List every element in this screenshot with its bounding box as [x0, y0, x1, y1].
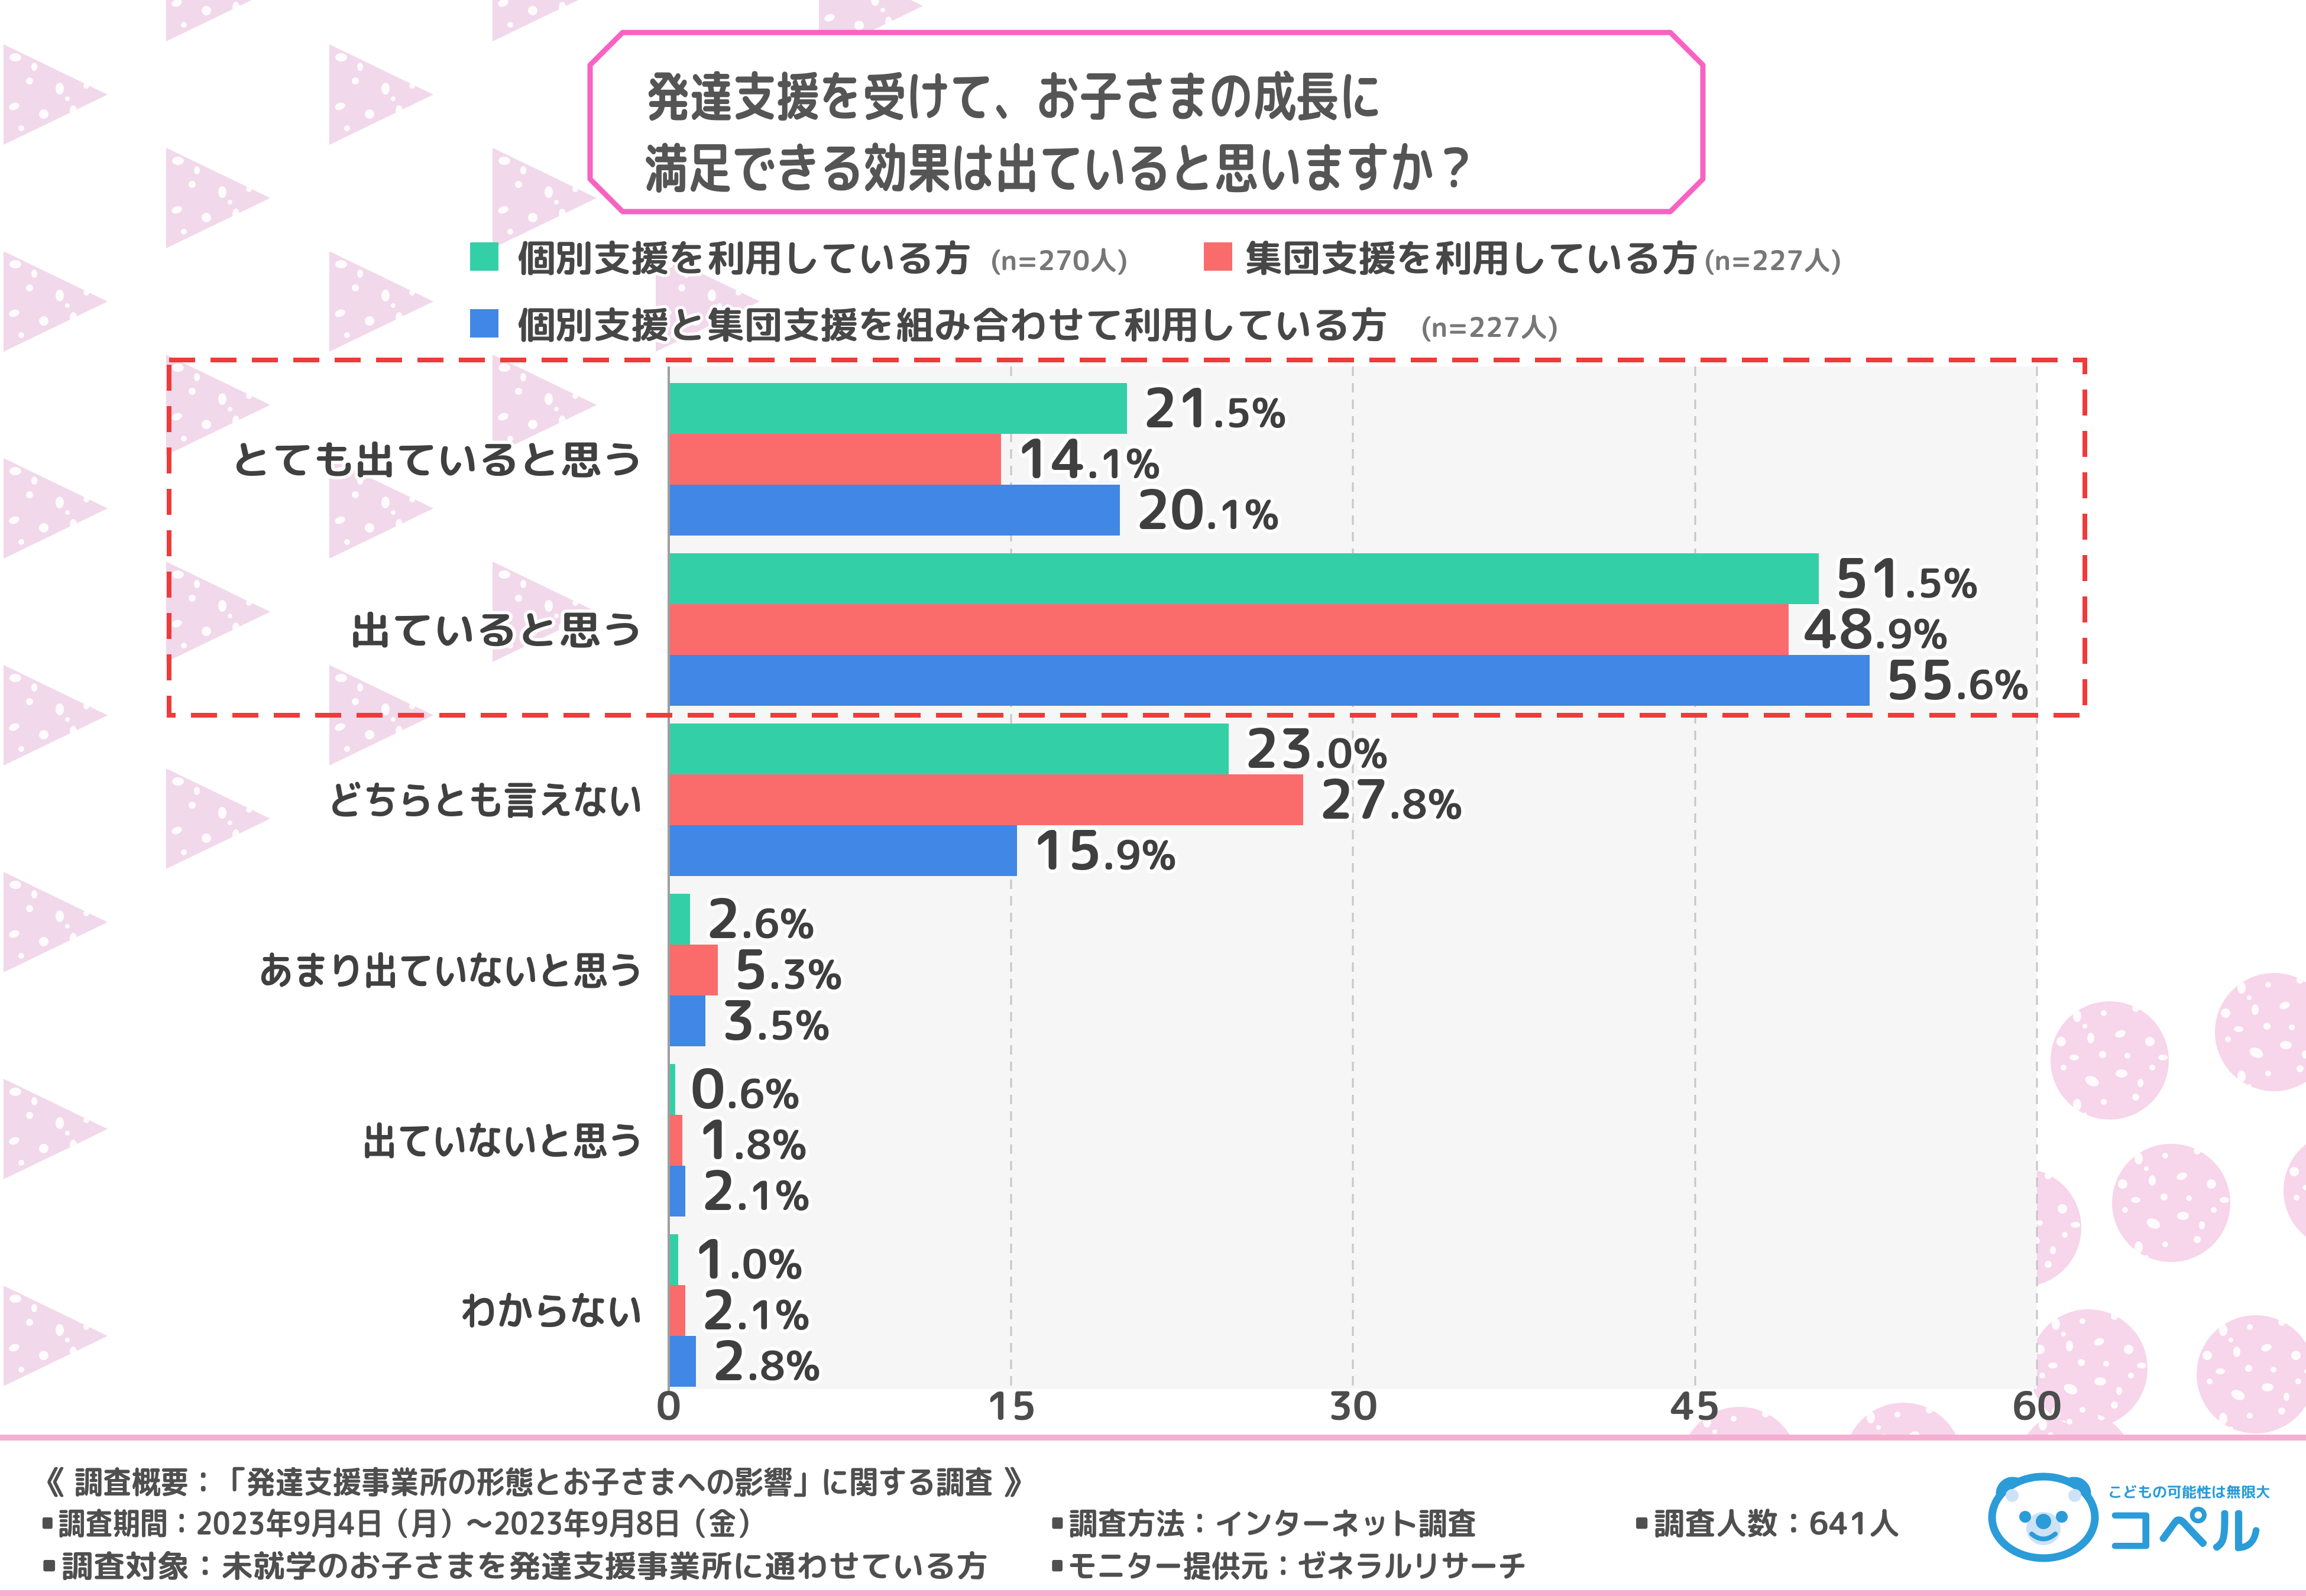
- svg-text:あまり出ていないと思う: あまり出ていないと思う: [258, 943, 643, 998]
- svg-text:コペル: コペル: [2105, 1494, 2261, 1566]
- svg-text:▪調査期間：2023年9月4日（月）～2023年9月8日（金: ▪調査期間：2023年9月4日（月）～2023年9月8日（金）: [37, 1501, 763, 1545]
- svg-text:▪調査方法：インターネット調査: ▪調査方法：インターネット調査: [1047, 1501, 1476, 1545]
- svg-text:30: 30: [1328, 1378, 1378, 1433]
- svg-text:どちらとも言えない: どちらとも言えない: [328, 773, 643, 828]
- svg-text:こどもの可能性は無限大: こどもの可能性は無限大: [2108, 1481, 2271, 1502]
- svg-text:個別支援と集団支援を組み合わせて利用している方: 個別支援と集団支援を組み合わせて利用している方: [517, 299, 1388, 351]
- svg-text:▪モニター提供元：ゼネラルリサーチ: ▪モニター提供元：ゼネラルリサーチ: [1047, 1543, 1527, 1587]
- svg-text:(n=227人): (n=227人): [1421, 308, 1558, 346]
- svg-text:▪調査対象：未就学のお子さまを発達支援事業所に通わせている方: ▪調査対象：未就学のお子さまを発達支援事業所に通わせている方: [37, 1543, 988, 1587]
- svg-text:出ていないと思う: 出ていないと思う: [362, 1113, 643, 1168]
- svg-text:▪調査人数：641人: ▪調査人数：641人: [1630, 1501, 1900, 1545]
- svg-text:45: 45: [1670, 1378, 1720, 1433]
- svg-text:集団支援を利用している方: 集団支援を利用している方: [1245, 232, 1699, 284]
- svg-text:満足できる効果は出ていると思いますか？: 満足できる効果は出ていると思いますか？: [644, 129, 1478, 205]
- svg-text:わからない: わからない: [460, 1283, 643, 1338]
- svg-text:2.1%: 2.1%: [701, 1271, 810, 1347]
- svg-text:(n=270人): (n=270人): [990, 241, 1128, 279]
- svg-text:発達支援を受けて、お子さまの成長に: 発達支援を受けて、お子さまの成長に: [646, 58, 1382, 134]
- svg-text:とても出ていると思う: とても出ていると思う: [231, 432, 643, 487]
- svg-text:60: 60: [2012, 1378, 2062, 1433]
- svg-text:《 調査概要：「発達支援事業所の形態とお子さまへの影響」に関: 《 調査概要：「発達支援事業所の形態とお子さまへの影響」に関する調査 》: [37, 1460, 1030, 1504]
- svg-text:2.6%: 2.6%: [705, 880, 815, 956]
- svg-text:15: 15: [986, 1378, 1036, 1433]
- svg-text:27.8%: 27.8%: [1319, 761, 1463, 836]
- svg-text:0: 0: [656, 1378, 681, 1433]
- svg-text:出ていると思う: 出ていると思う: [349, 602, 643, 657]
- svg-text:個別支援を利用している方: 個別支援を利用している方: [517, 232, 971, 284]
- svg-text:21.5%: 21.5%: [1142, 369, 1287, 445]
- svg-text:(n=227人): (n=227人): [1704, 241, 1841, 279]
